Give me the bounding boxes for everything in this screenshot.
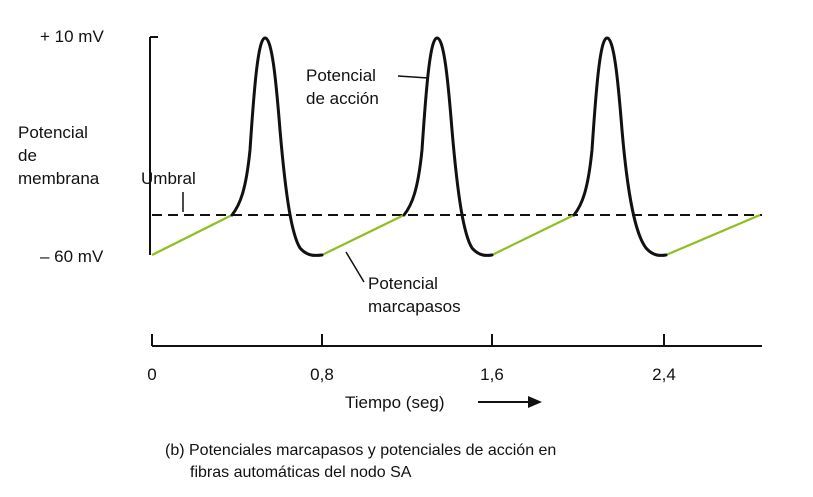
caption-line-1: (b) Potenciales marcapasos y potenciales…	[165, 442, 556, 459]
action-potential-trace	[230, 36, 668, 257]
pacemaker-slope-2	[321, 214, 405, 256]
x-axis-label: Tiempo (seg)	[345, 393, 445, 412]
pacemaker-slope-1	[151, 214, 233, 256]
y-tick-top: + 10 mV	[40, 27, 104, 46]
x-tick-label-2: 1,6	[480, 365, 504, 384]
x-tick-label-0: 0	[147, 365, 156, 384]
x-tick-label-3: 2,4	[652, 365, 676, 384]
x-tick-label-1: 0,8	[310, 365, 334, 384]
y-axis-label-line-1: Potencial	[18, 123, 88, 142]
action-potential-3	[572, 36, 668, 257]
pacemaker-slope-3	[491, 214, 575, 256]
y-axis-label-line-2: de	[18, 146, 37, 165]
pacemaker-label-line-2: marcapasos	[368, 297, 461, 316]
x-axis	[151, 334, 762, 347]
y-axis	[149, 36, 158, 255]
action-potential-1	[230, 36, 324, 257]
action-potential-label-line-2: de acción	[306, 89, 379, 108]
action-potential-2	[402, 36, 494, 257]
y-tick-bottom: – 60 mV	[40, 247, 104, 266]
threshold-label: Umbral	[141, 169, 196, 188]
pacemaker-label-line-1: Potencial	[368, 274, 438, 293]
caption-line-2: fibras automáticas del nodo SA	[190, 464, 412, 481]
y-axis-label-line-3: membrana	[18, 169, 100, 188]
pacemaker-slopes	[151, 213, 761, 257]
action-potential-leader	[397, 75, 429, 79]
x-axis-arrow-icon	[478, 396, 542, 408]
action-potential-label-line-1: Potencial	[306, 66, 376, 85]
pacemaker-slope-4	[665, 213, 761, 257]
pacemaker-leader	[345, 251, 365, 283]
